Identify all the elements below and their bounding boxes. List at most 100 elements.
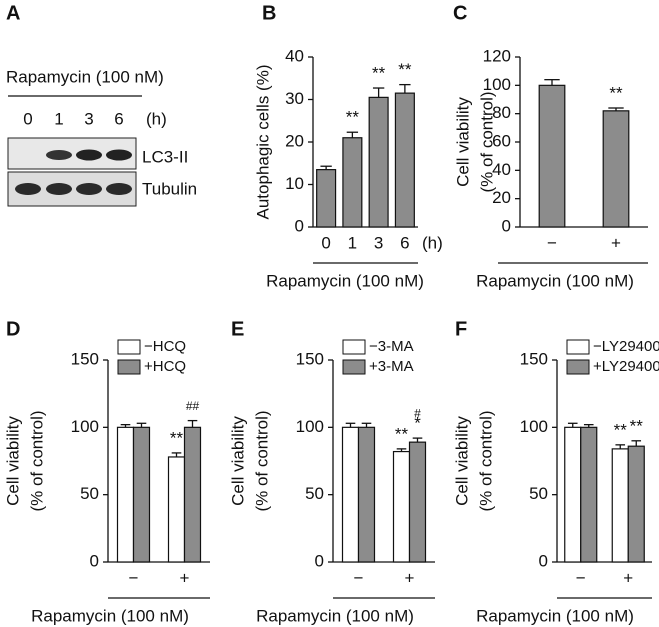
x-axis-label: Rapamycin (100 nM) [31, 606, 189, 625]
x-tick-label: − [576, 568, 586, 587]
y-tick-label: 80 [492, 103, 511, 122]
y-tick-label: 120 [483, 46, 511, 65]
x-tick-label: 6 [400, 233, 409, 252]
bar [167, 456, 186, 563]
y-tick-label: 40 [492, 160, 511, 179]
y-axis-label: Autophagic cells (%) [253, 65, 272, 220]
x-axis-label: Rapamycin (100 nM) [476, 606, 634, 625]
y-axis-label: (% of control) [477, 91, 496, 192]
y-tick-label: 50 [305, 484, 324, 503]
annotation: ** [395, 424, 409, 443]
legend-swatch [342, 339, 366, 355]
y-tick-label: 60 [492, 131, 511, 150]
x-unit: (h) [422, 233, 443, 252]
y-tick-label: 0 [295, 216, 304, 235]
x-tick-label: 1 [348, 233, 357, 252]
band [76, 149, 102, 161]
band [106, 149, 132, 161]
band [15, 183, 41, 195]
annotation: ** [372, 64, 386, 83]
y-tick-label: 0 [539, 551, 548, 570]
y-axis-label: Cell viability [3, 416, 22, 506]
y-tick-label: 100 [520, 417, 548, 436]
bar [580, 426, 598, 563]
annotation: ** [614, 420, 628, 439]
band [76, 183, 102, 195]
y-axis-label: (% of control) [252, 410, 271, 511]
panel-label: D [6, 318, 20, 340]
x-tick-label: + [623, 568, 633, 587]
lane-label: 6 [114, 109, 123, 128]
y-axis-label: Cell viability [452, 416, 471, 506]
annotation: ** [170, 428, 184, 447]
x-tick-label: + [405, 568, 415, 587]
band [46, 150, 72, 160]
x-tick-label: − [547, 233, 557, 252]
y-tick-label: 150 [296, 349, 324, 368]
y-tick-label: 150 [520, 349, 548, 368]
bar [341, 426, 360, 563]
bar [394, 92, 415, 228]
bar [357, 426, 376, 563]
x-tick-label: + [180, 568, 190, 587]
band-label: Tubulin [142, 179, 197, 198]
panel-label: F [455, 318, 467, 340]
band-label: LC3-II [142, 147, 188, 166]
annotation: ** [630, 416, 644, 435]
bar [611, 448, 629, 563]
y-tick-label: 40 [285, 46, 304, 65]
y-tick-label: 20 [492, 188, 511, 207]
legend-swatch [342, 359, 366, 375]
legend-label: +LY294002 [593, 358, 659, 375]
bar [564, 426, 582, 563]
bar [368, 96, 389, 228]
y-tick-label: 0 [502, 216, 511, 235]
x-tick-label: 0 [321, 233, 330, 252]
legend-label: +3-MA [369, 358, 414, 375]
bar [183, 426, 202, 563]
bar [602, 110, 630, 228]
legend-swatch [117, 339, 141, 355]
x-axis-label: Rapamycin (100 nM) [266, 271, 424, 290]
y-tick-label: 50 [80, 484, 99, 503]
legend-label: +HCQ [144, 358, 186, 375]
annotation: ** [398, 60, 412, 79]
blot-panel: A Rapamycin (100 nM) 0 1 3 6 (h) LC3-II … [6, 2, 197, 207]
legend-swatch [566, 359, 590, 375]
y-tick-label: 100 [71, 417, 99, 436]
y-tick-label: 150 [71, 349, 99, 368]
panel-label: B [262, 2, 276, 24]
band [46, 183, 72, 195]
panel-label: E [231, 318, 244, 340]
annotation: ** [609, 83, 623, 102]
annotation: ## [186, 399, 200, 413]
bar [408, 441, 427, 563]
treatment: Rapamycin (100 nM) [6, 67, 164, 86]
y-axis-label: Cell viability [453, 97, 472, 187]
annotation: # [414, 406, 421, 420]
unit: (h) [146, 109, 167, 128]
x-axis-label: Rapamycin (100 nM) [476, 271, 634, 290]
bar [627, 445, 645, 563]
lane-label: 3 [84, 109, 93, 128]
annotation: ** [346, 108, 360, 127]
y-tick-label: 10 [285, 174, 304, 193]
bar [316, 169, 337, 228]
legend-swatch [117, 359, 141, 375]
x-axis-label: Rapamycin (100 nM) [256, 606, 414, 625]
lane-label: 1 [54, 109, 63, 128]
annotation: * [414, 414, 421, 433]
legend-swatch [566, 339, 590, 355]
bar [342, 137, 363, 228]
legend-label: −LY294002 [593, 338, 659, 355]
lane-label: 0 [23, 109, 32, 128]
y-tick-label: 100 [296, 417, 324, 436]
bar [392, 450, 411, 563]
y-tick-label: 20 [285, 131, 304, 150]
y-tick-label: 100 [483, 75, 511, 94]
band [106, 183, 132, 195]
y-tick-label: 0 [315, 551, 324, 570]
bar [538, 84, 566, 228]
y-axis-label: Cell viability [228, 416, 247, 506]
